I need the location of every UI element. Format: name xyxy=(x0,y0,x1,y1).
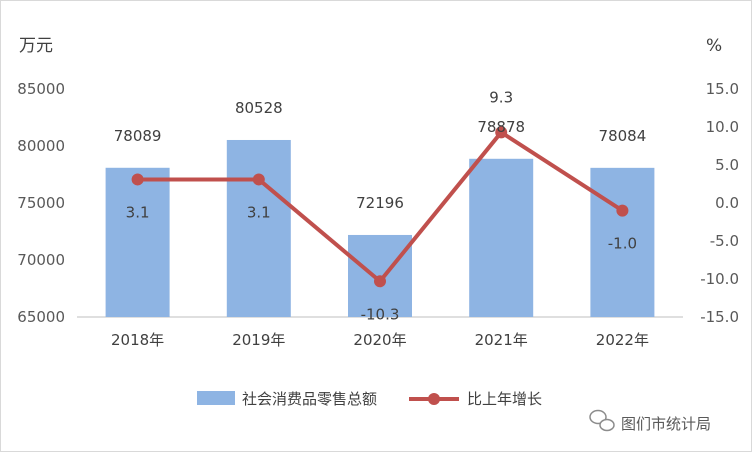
x-tick-label: 2022年 xyxy=(596,331,649,349)
legend-line-marker xyxy=(428,393,440,405)
y-left-tick: 70000 xyxy=(17,251,65,269)
wechat-icon xyxy=(589,409,615,432)
y-left-tick: 65000 xyxy=(17,308,65,326)
bar xyxy=(105,167,170,317)
line-point xyxy=(252,173,265,186)
line-data-label: -1.0 xyxy=(608,235,637,253)
line-point xyxy=(374,275,386,288)
y-left-tick: 85000 xyxy=(17,80,65,98)
line-point xyxy=(131,173,144,186)
bar-data-label: 72196 xyxy=(356,194,404,212)
x-tick-label: 2018年 xyxy=(111,331,164,349)
y-left-tick: 75000 xyxy=(17,194,65,212)
line-point xyxy=(616,204,629,217)
line-data-label: 9.3 xyxy=(489,88,513,106)
line-data-label: 3.1 xyxy=(126,203,150,221)
bar-data-label: 78089 xyxy=(114,127,162,145)
y-right-unit: % xyxy=(706,36,722,56)
y-right-tick: 10.0 xyxy=(706,118,739,136)
bar xyxy=(469,158,534,317)
x-tick-label: 2020年 xyxy=(353,331,406,349)
legend-line-label: 比上年增长 xyxy=(467,390,542,408)
y-right-tick: 0.0 xyxy=(715,194,739,212)
x-tick-label: 2019年 xyxy=(232,331,285,349)
x-tick-label: 2021年 xyxy=(475,331,528,349)
y-left-tick: 80000 xyxy=(17,137,65,155)
y-right-tick: -15.0 xyxy=(700,308,739,326)
y-right-tick: 15.0 xyxy=(706,80,739,98)
bar-data-label: 78084 xyxy=(599,127,647,145)
y-left-unit: 万元 xyxy=(19,36,53,56)
line-point xyxy=(495,126,508,139)
y-right-tick: -5.0 xyxy=(710,232,739,250)
legend-bar-label: 社会消费品零售总额 xyxy=(242,390,377,408)
bar xyxy=(590,167,655,317)
y-right-tick: 5.0 xyxy=(715,156,739,174)
line-data-label: -10.3 xyxy=(361,305,400,323)
line-data-label: 3.1 xyxy=(247,203,271,221)
bar-data-label: 80528 xyxy=(235,99,283,117)
legend-bar-swatch xyxy=(197,391,235,405)
bar xyxy=(226,139,291,317)
bar-data-label: 78878 xyxy=(477,118,525,136)
watermark-text: 图们市统计局 xyxy=(621,415,711,433)
y-right-tick: -10.0 xyxy=(700,270,739,288)
